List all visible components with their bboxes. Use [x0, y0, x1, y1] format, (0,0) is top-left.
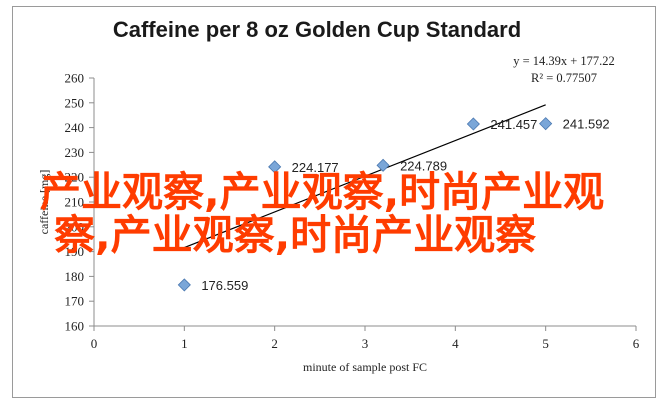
y-tick-label: 190 [65, 244, 85, 259]
x-tick-label: 2 [271, 336, 278, 351]
x-axis-label: minute of sample post FC [303, 360, 427, 374]
tick-labels: 160 170 180 190 200 210 220 230 240 250 260 0 1 2 3 4 5 6 [65, 71, 640, 352]
trendline-r-squared: R² = 0.77507 [531, 71, 597, 85]
y-tick-label: 200 [65, 219, 85, 234]
data-point-label: 241.592 [563, 117, 610, 132]
x-tick-label: 0 [91, 336, 98, 351]
trendline [184, 104, 546, 249]
y-tick-label: 230 [65, 145, 85, 160]
y-tick-label: 170 [65, 294, 85, 309]
data-point-marker [268, 160, 282, 174]
data-point-marker [376, 158, 390, 172]
y-tick-label: 210 [65, 195, 85, 210]
scatter-chart: Caffeine per 8 oz Golden Cup Standard 16… [37, 17, 640, 374]
y-tick-label: 250 [65, 95, 85, 110]
data-point-label: 176.559 [201, 278, 248, 293]
data-point-marker [539, 117, 553, 131]
data-point-label: 241.457 [490, 117, 537, 132]
data-point-label: 224.177 [292, 160, 339, 175]
axes [89, 77, 637, 331]
x-tick-label: 4 [452, 336, 459, 351]
y-tick-label: 260 [65, 71, 85, 86]
chart-frame: Caffeine per 8 oz Golden Cup Standard 16… [12, 6, 656, 398]
data-point-label: 224.789 [400, 158, 447, 173]
x-tick-label: 3 [362, 336, 369, 351]
y-tick-label: 160 [65, 319, 85, 334]
y-tick-label: 180 [65, 269, 85, 284]
y-axis-label: caffeine [mg] [37, 170, 51, 235]
x-tick-label: 1 [181, 336, 188, 351]
y-tick-label: 220 [65, 170, 85, 185]
x-tick-label: 6 [633, 336, 640, 351]
x-tick-label: 5 [542, 336, 549, 351]
data-point-marker [177, 278, 191, 292]
chart-title: Caffeine per 8 oz Golden Cup Standard [113, 17, 521, 42]
data-point-marker [466, 117, 480, 131]
data-points: 176.559 224.177 224.789 241.457 241.592 [177, 117, 610, 293]
y-tick-label: 240 [65, 120, 85, 135]
trendline-equation: y = 14.39x + 177.22 [513, 54, 615, 68]
